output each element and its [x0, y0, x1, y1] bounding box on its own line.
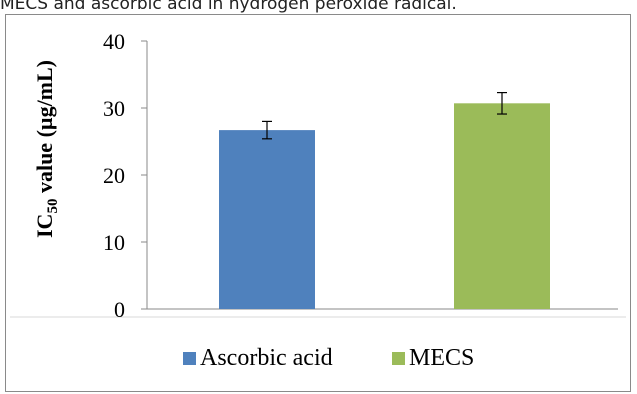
figure-caption: MECS and ascorbic acid in hydrogen perox…	[0, 0, 457, 14]
bars	[219, 91, 550, 309]
legend-label-ascorbic-acid: Ascorbic acid	[200, 345, 333, 371]
y-tick-label: 30	[103, 96, 125, 121]
y-axis-title-main: IC	[32, 214, 57, 238]
y-axis-title-rest: value (µg/mL)	[32, 60, 57, 199]
y-axis-title-subscript: 50	[45, 199, 61, 214]
y-tick-label: 10	[103, 230, 125, 255]
y-tick-label: 0	[114, 297, 125, 322]
bar-ascorbic-acid	[219, 130, 315, 309]
legend-swatch-ascorbic-acid	[183, 352, 196, 365]
bar-mecs	[454, 103, 550, 309]
y-tick-label: 40	[103, 29, 125, 54]
legend-label-mecs: MECS	[409, 345, 474, 371]
legend-swatch-mecs	[392, 352, 405, 365]
error-bar-mecs	[497, 91, 507, 115]
y-axis-title: IC50 value (µg/mL)	[32, 60, 61, 238]
error-bar-ascorbic-acid	[262, 120, 272, 140]
y-tick-label: 20	[103, 163, 125, 188]
y-ticks: 0 10 20 30 40	[103, 29, 147, 322]
legend: Ascorbic acid MECS	[183, 345, 474, 371]
